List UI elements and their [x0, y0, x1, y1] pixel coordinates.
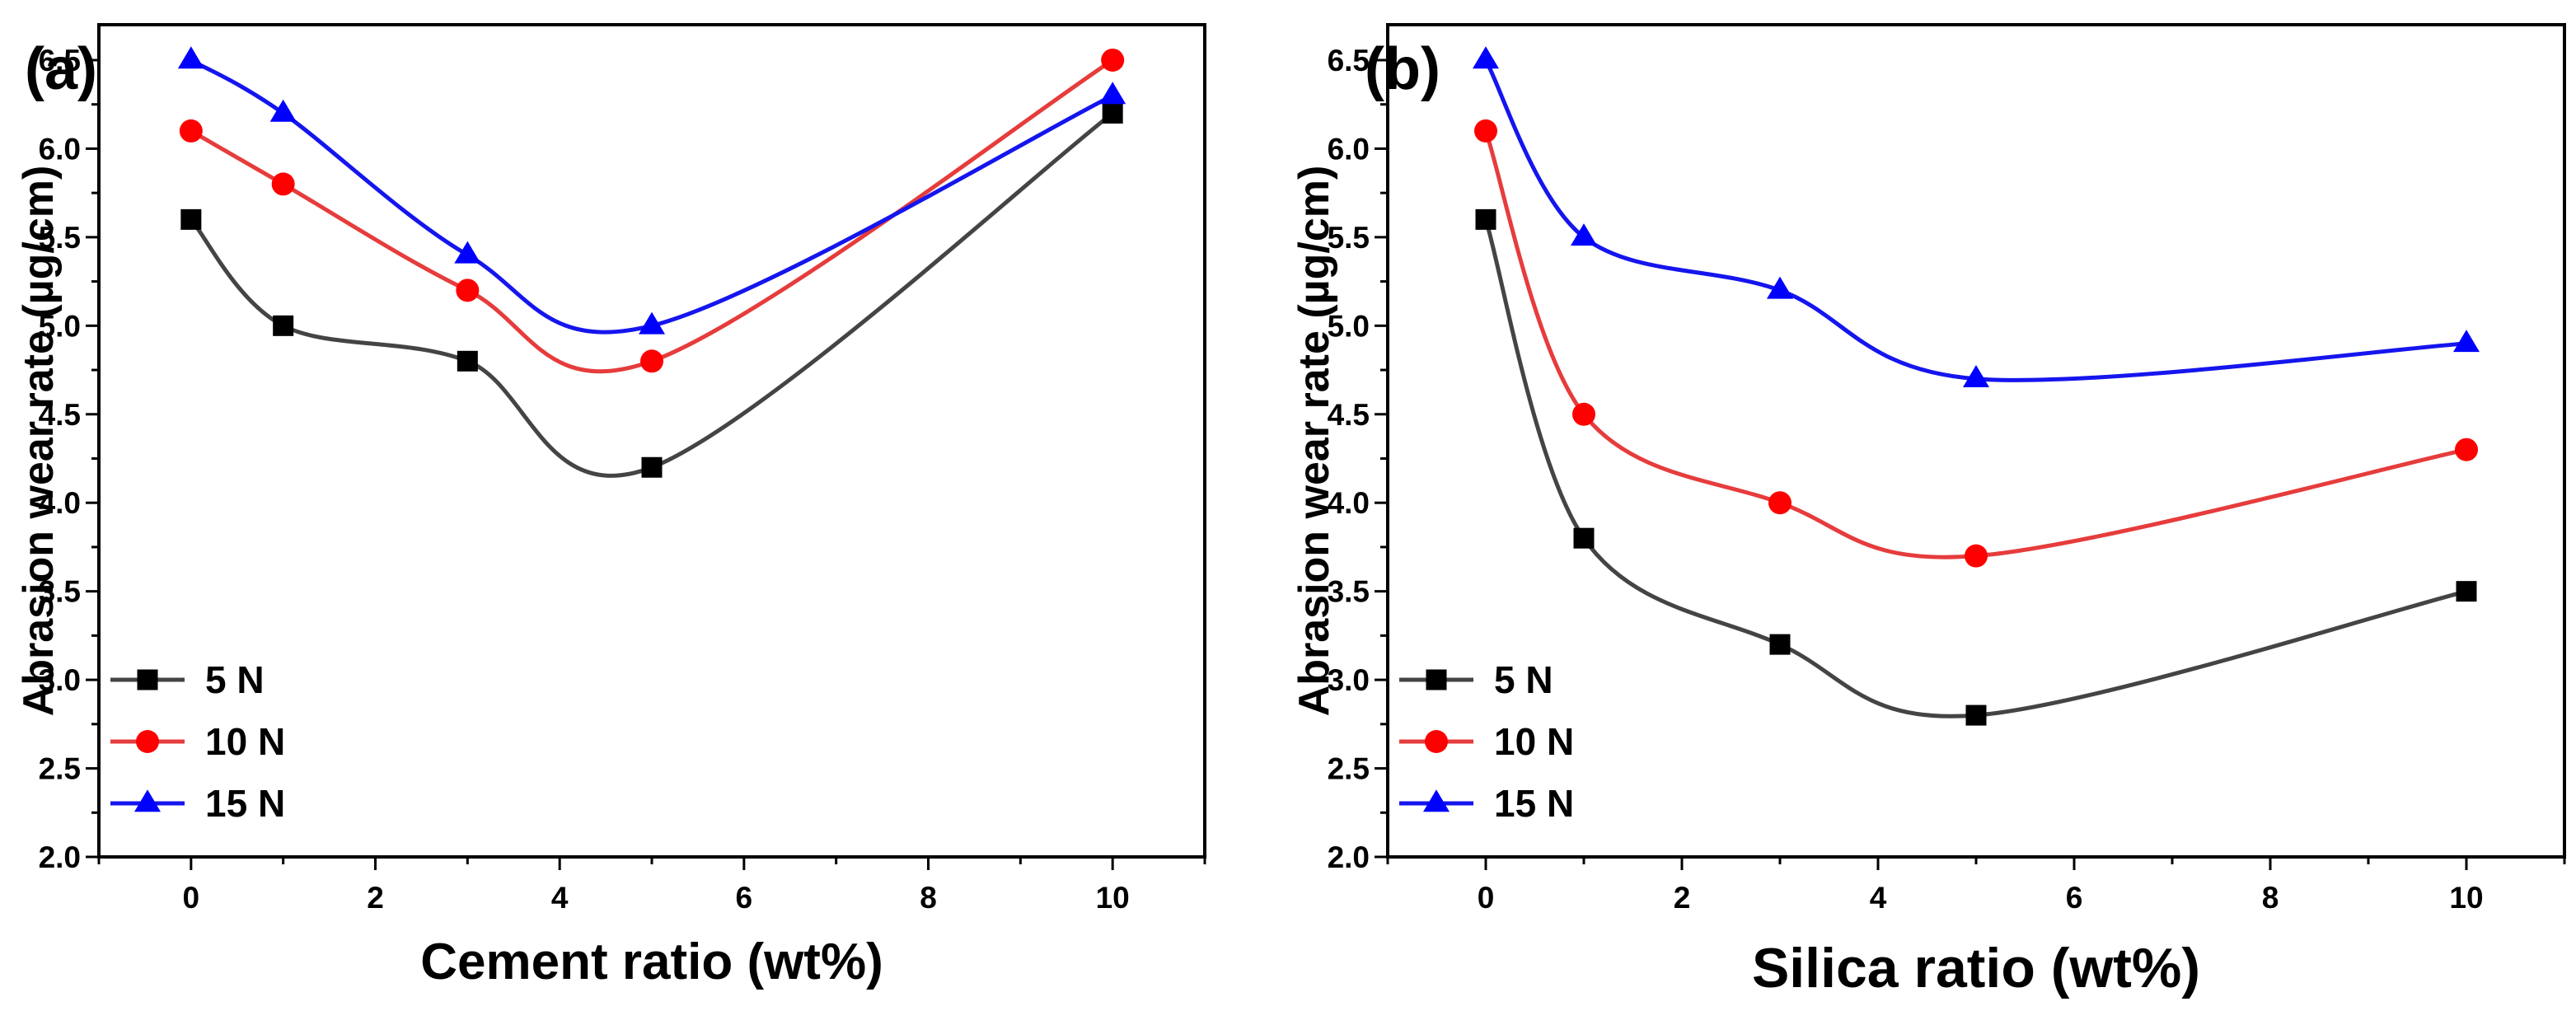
data-point-10n — [1474, 119, 1497, 143]
x-tick-label: 2 — [1674, 881, 1691, 915]
y-tick-label: 2.0 — [39, 840, 81, 874]
data-point-10n — [179, 119, 203, 143]
legend-label: 10 N — [1494, 720, 1574, 763]
panel-label: (a) — [25, 36, 97, 102]
data-point-5n — [1769, 634, 1791, 655]
data-point-10n — [1965, 544, 1988, 568]
y-tick-label: 3.5 — [39, 575, 81, 609]
legend-marker — [137, 669, 158, 690]
data-point-10n — [456, 278, 480, 302]
chart-panel-b: 0 2 4 6 8 10 2.0 2.5 3.0 3.5 4.0 4.5 5.0 5.5 6.0 6.5 Sil… — [1290, 23, 2566, 999]
legend-label: 5 N — [1494, 658, 1553, 701]
y-tick-label: 5.0 — [39, 309, 81, 343]
data-point-10n — [271, 172, 295, 196]
data-point-15n — [639, 311, 665, 335]
data-point-10n — [640, 349, 663, 373]
data-point-5n — [1573, 527, 1595, 549]
y-tick-label: 4.0 — [39, 486, 81, 520]
y-tick-label: 6.5 — [39, 44, 81, 77]
y-tick-label: 4.5 — [1328, 398, 1370, 432]
data-point-5n — [2456, 581, 2477, 602]
y-tick-label: 3.0 — [1328, 663, 1370, 697]
y-tick-label: 2.0 — [1328, 840, 1370, 874]
legend-label: 15 N — [205, 782, 285, 825]
series-line-5n — [189, 111, 1114, 478]
series-line-10n — [1483, 130, 2467, 559]
panel-label: (b) — [1365, 36, 1440, 102]
y-axis-title: Abrasion wear rate (µg/cm) — [1290, 166, 1338, 717]
x-tick-label: 6 — [736, 881, 753, 915]
data-point-5n — [457, 350, 478, 372]
legend-label: 5 N — [205, 658, 265, 701]
legend-marker — [134, 789, 161, 812]
series-line-5n — [1483, 218, 2467, 718]
x-tick-label: 4 — [1870, 881, 1887, 915]
legend-marker — [136, 730, 159, 753]
x-tick-label: 6 — [2066, 881, 2083, 915]
y-tick-label: 5.0 — [1328, 309, 1370, 343]
data-point-15n — [1473, 46, 1499, 69]
data-point-15n — [454, 241, 481, 264]
data-point-5n — [1965, 704, 1987, 726]
x-tick-label: 0 — [183, 881, 200, 915]
data-point-5n — [180, 208, 202, 230]
x-tick-label: 4 — [551, 881, 569, 915]
data-point-10n — [2455, 438, 2478, 461]
data-point-15n — [177, 46, 204, 69]
y-tick-label: 6.5 — [1328, 44, 1370, 77]
series-line-15n — [190, 58, 1114, 335]
y-tick-label: 4.5 — [39, 398, 81, 432]
legend-marker — [1426, 669, 1447, 690]
data-point-15n — [1571, 223, 1597, 246]
data-point-10n — [1101, 48, 1125, 72]
y-tick-label: 2.5 — [1328, 752, 1370, 786]
x-tick-label: 2 — [367, 881, 384, 915]
y-tick-label: 5.5 — [1328, 221, 1370, 255]
data-point-10n — [1768, 491, 1791, 515]
x-axis-title: Cement ratio (wt%) — [420, 934, 883, 990]
y-tick-label: 2.5 — [39, 752, 81, 786]
legend-label: 10 N — [205, 720, 285, 763]
data-point-15n — [1963, 365, 1989, 388]
x-tick-label: 10 — [1096, 881, 1130, 915]
legend-label: 15 N — [1494, 782, 1574, 825]
y-tick-label: 3.0 — [39, 663, 81, 697]
x-tick-label: 10 — [2449, 881, 2483, 915]
data-point-15n — [1099, 82, 1126, 105]
data-point-5n — [1102, 102, 1123, 124]
data-point-5n — [1475, 208, 1496, 230]
y-tick-label: 4.0 — [1328, 486, 1370, 520]
y-axis-title: Abrasion wear rate (µg/cm) — [15, 166, 63, 717]
y-tick-label: 6.0 — [39, 132, 81, 166]
legend-marker — [1425, 730, 1448, 753]
data-point-5n — [641, 456, 663, 478]
x-tick-label: 8 — [2262, 881, 2279, 915]
data-point-5n — [273, 315, 294, 336]
x-tick-label: 0 — [1478, 881, 1495, 915]
y-tick-label: 3.5 — [1328, 575, 1370, 609]
data-point-10n — [1572, 402, 1595, 426]
x-tick-label: 8 — [920, 881, 937, 915]
data-point-15n — [1767, 276, 1793, 299]
legend-marker — [1423, 789, 1450, 812]
data-point-15n — [269, 99, 297, 122]
x-axis-title: Silica ratio (wt%) — [1752, 937, 2200, 999]
series-line-15n — [1483, 59, 2467, 382]
chart-panel-a: 0 2 4 6 8 10 2.0 2.5 3.0 3.5 4.0 4.5 5.0 5.5 6.0 6.5 Cem… — [15, 23, 1206, 990]
y-tick-label: 5.5 — [39, 221, 81, 255]
y-tick-label: 6.0 — [1328, 132, 1370, 166]
data-point-15n — [2453, 330, 2480, 353]
